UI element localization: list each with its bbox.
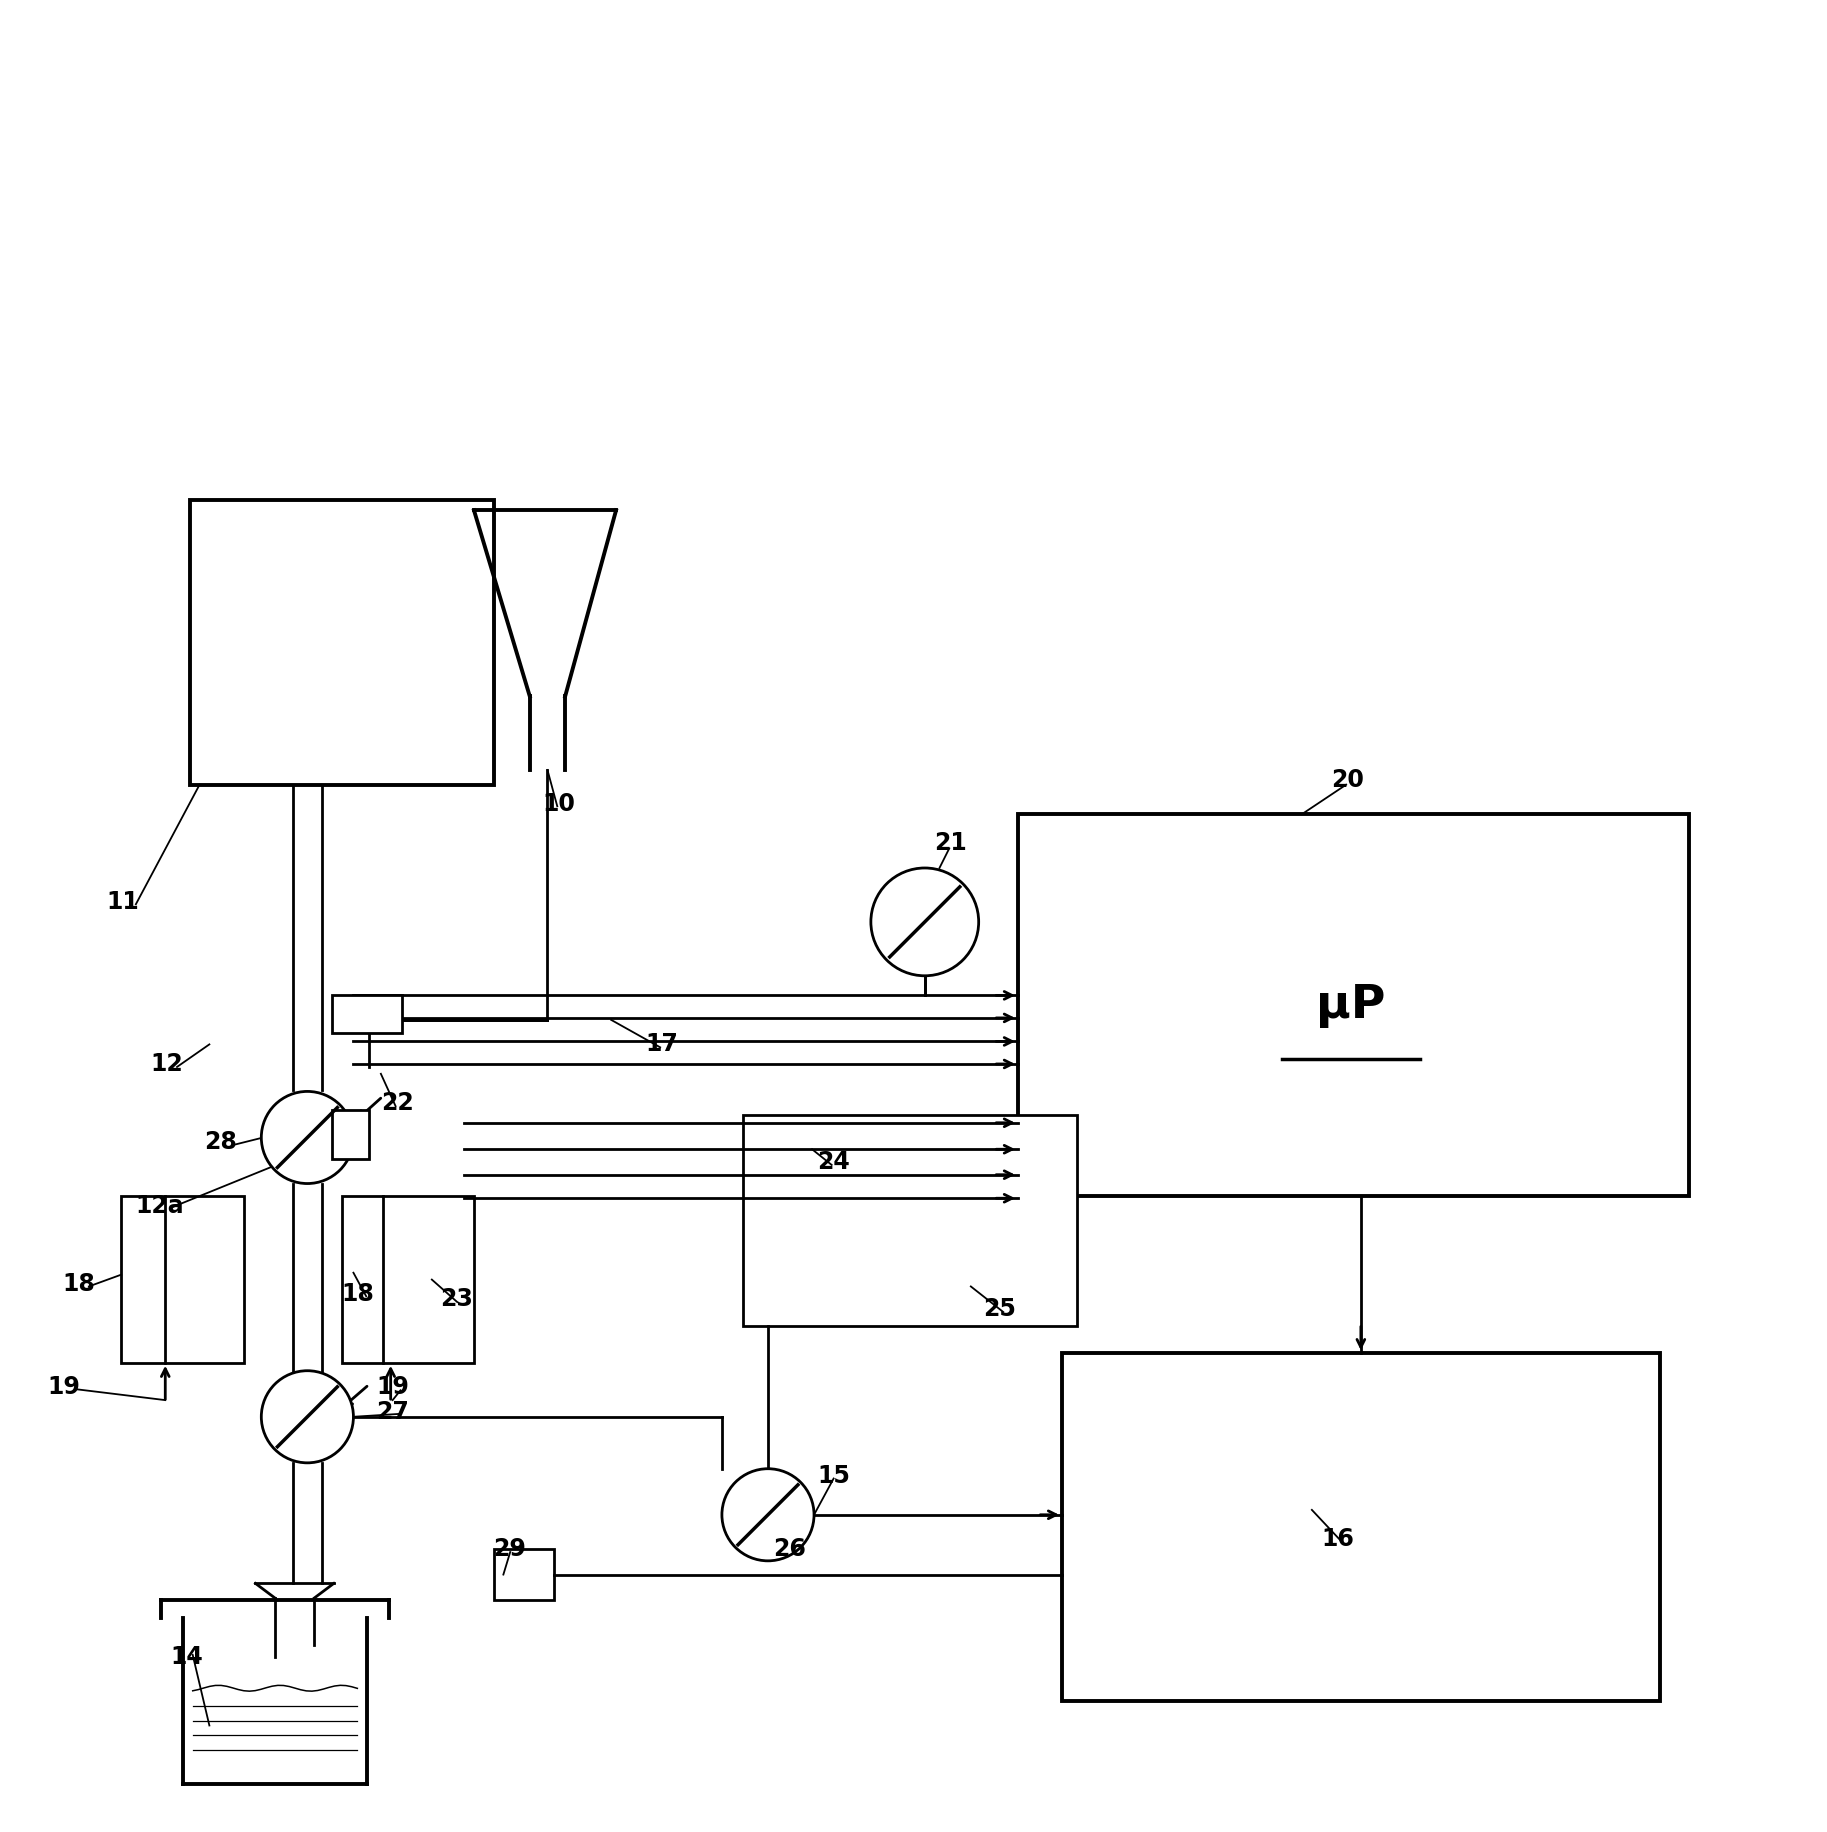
Circle shape xyxy=(261,1092,353,1183)
Circle shape xyxy=(261,1370,353,1462)
Text: 18: 18 xyxy=(342,1282,375,1306)
Text: 24: 24 xyxy=(817,1150,850,1174)
Text: 17: 17 xyxy=(645,1033,678,1057)
Bar xyxy=(342,1196,473,1363)
Text: 19: 19 xyxy=(376,1376,409,1400)
Bar xyxy=(333,995,402,1033)
Text: 15: 15 xyxy=(817,1464,850,1488)
Text: 26: 26 xyxy=(773,1537,806,1561)
Text: 21: 21 xyxy=(935,832,966,856)
Bar xyxy=(190,500,493,784)
Text: 22: 22 xyxy=(380,1092,413,1116)
Bar xyxy=(121,1196,243,1363)
Text: 11: 11 xyxy=(106,890,139,914)
Circle shape xyxy=(722,1469,815,1561)
Text: 19: 19 xyxy=(48,1376,80,1400)
Text: 23: 23 xyxy=(440,1288,473,1312)
Bar xyxy=(1018,813,1690,1196)
Text: 12: 12 xyxy=(150,1052,183,1075)
Text: 10: 10 xyxy=(543,791,576,817)
Bar xyxy=(744,1116,1076,1326)
Text: 25: 25 xyxy=(983,1297,1016,1321)
Text: 29: 29 xyxy=(493,1537,526,1561)
Text: 20: 20 xyxy=(1332,768,1365,791)
Circle shape xyxy=(871,868,979,976)
Bar xyxy=(493,1550,554,1599)
Text: 14: 14 xyxy=(170,1645,203,1669)
Text: 27: 27 xyxy=(376,1400,409,1423)
Text: 12a: 12a xyxy=(135,1194,185,1218)
Bar xyxy=(333,1110,369,1160)
Text: 18: 18 xyxy=(62,1273,95,1297)
Text: 16: 16 xyxy=(1321,1528,1354,1552)
Bar xyxy=(1061,1354,1659,1700)
Text: 28: 28 xyxy=(205,1130,238,1154)
Text: μP: μP xyxy=(1315,982,1387,1028)
